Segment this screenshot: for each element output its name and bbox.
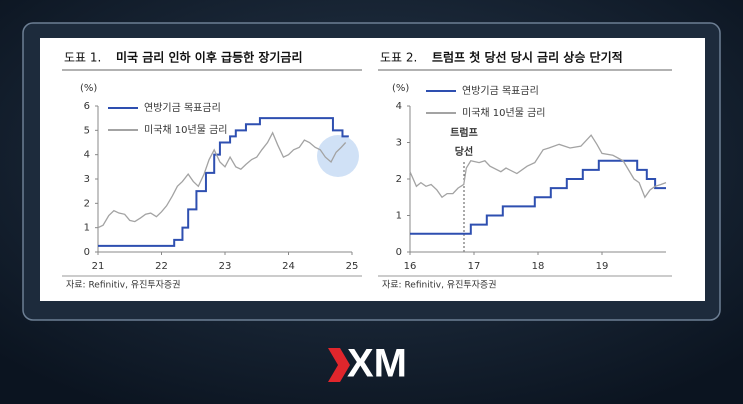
x-tick-label: 16 — [404, 261, 417, 272]
line — [409, 134, 667, 199]
highlight-circle — [317, 135, 359, 177]
source: 자료: Refinitiv, 유진투자증권 — [382, 279, 496, 291]
step-line — [410, 159, 666, 235]
legend-label: 미국채 10년물 금리 — [462, 107, 545, 119]
y-tick-label: 3 — [84, 174, 90, 185]
logo-chevron — [328, 348, 350, 382]
unit-label: (%) — [80, 83, 97, 94]
chart-title: 미국 금리 인하 이후 급등한 장기금리 — [116, 50, 303, 65]
figure-label: 도표 2. — [380, 51, 417, 65]
x-tick-label: 17 — [468, 261, 481, 272]
x-tick-label: 25 — [346, 261, 359, 272]
y-tick-label: 1 — [84, 223, 90, 234]
x-tick-label: 23 — [219, 261, 232, 272]
y-tick-label: 3 — [396, 138, 402, 149]
x-tick-label: 18 — [532, 261, 545, 272]
legend-label: 연방기금 목표금리 — [144, 102, 221, 114]
logo: XM — [347, 342, 407, 386]
y-tick-label: 2 — [396, 174, 402, 185]
unit-label: (%) — [392, 83, 409, 94]
annotation: 트럼프 — [450, 126, 478, 139]
y-tick-label: 5 — [84, 125, 90, 136]
step-line — [98, 117, 349, 247]
x-tick-label: 21 — [92, 261, 105, 272]
y-tick-label: 0 — [84, 247, 90, 258]
y-tick-label: 4 — [84, 150, 90, 161]
chart-title: 트럼프 첫 당선 당시 금리 상승 단기적 — [432, 50, 623, 65]
x-tick-label: 24 — [282, 261, 295, 272]
legend-label: 미국채 10년물 금리 — [144, 124, 227, 136]
x-tick-label: 19 — [596, 261, 609, 272]
y-tick-label: 1 — [396, 211, 402, 222]
annotation: 당선 — [455, 145, 473, 158]
line — [97, 131, 347, 229]
y-tick-label: 4 — [396, 101, 402, 112]
y-tick-label: 0 — [396, 247, 402, 258]
x-tick-label: 22 — [155, 261, 168, 272]
legend-label: 연방기금 목표금리 — [462, 85, 539, 97]
y-tick-label: 2 — [84, 198, 90, 209]
y-tick-label: 6 — [84, 101, 90, 112]
source: 자료: Refinitiv, 유진투자증권 — [66, 279, 180, 291]
figure-label: 도표 1. — [64, 51, 101, 65]
